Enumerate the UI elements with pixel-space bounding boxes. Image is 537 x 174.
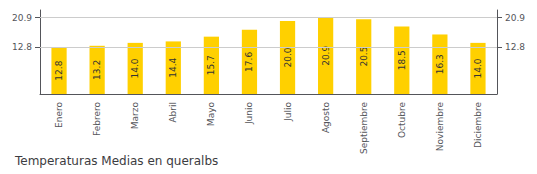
svg-text:Febrero: Febrero	[92, 102, 102, 136]
svg-text:16.3: 16.3	[435, 54, 445, 74]
svg-text:Junio: Junio	[244, 102, 254, 126]
svg-text:13.2: 13.2	[92, 60, 102, 80]
svg-text:Marzo: Marzo	[130, 102, 140, 130]
svg-text:14.0: 14.0	[130, 58, 140, 78]
svg-text:20.9: 20.9	[321, 46, 331, 66]
svg-text:Noviembre: Noviembre	[435, 102, 445, 152]
svg-text:Temperaturas Medias en queralb: Temperaturas Medias en queralbs	[14, 154, 218, 168]
svg-text:Enero: Enero	[54, 102, 64, 128]
svg-text:14.4: 14.4	[168, 57, 178, 77]
svg-text:20.5: 20.5	[359, 47, 369, 67]
svg-text:15.7: 15.7	[206, 55, 216, 75]
svg-text:18.5: 18.5	[397, 50, 407, 70]
svg-text:Agosto: Agosto	[321, 102, 331, 134]
svg-text:12.8: 12.8	[505, 42, 525, 52]
svg-text:20.0: 20.0	[283, 47, 293, 67]
svg-text:Octubre: Octubre	[397, 102, 407, 138]
svg-text:Diciembre: Diciembre	[473, 102, 483, 148]
svg-text:12.8: 12.8	[12, 42, 32, 52]
svg-text:12.8: 12.8	[54, 60, 64, 80]
svg-text:Abril: Abril	[168, 102, 178, 123]
svg-text:20.9: 20.9	[12, 13, 32, 23]
svg-text:17.6: 17.6	[244, 52, 254, 72]
svg-text:Julio: Julio	[283, 102, 293, 122]
svg-text:Septiembre: Septiembre	[359, 102, 369, 155]
svg-text:Mayo: Mayo	[206, 102, 216, 127]
svg-text:14.0: 14.0	[473, 58, 483, 78]
svg-text:20.9: 20.9	[505, 13, 525, 23]
